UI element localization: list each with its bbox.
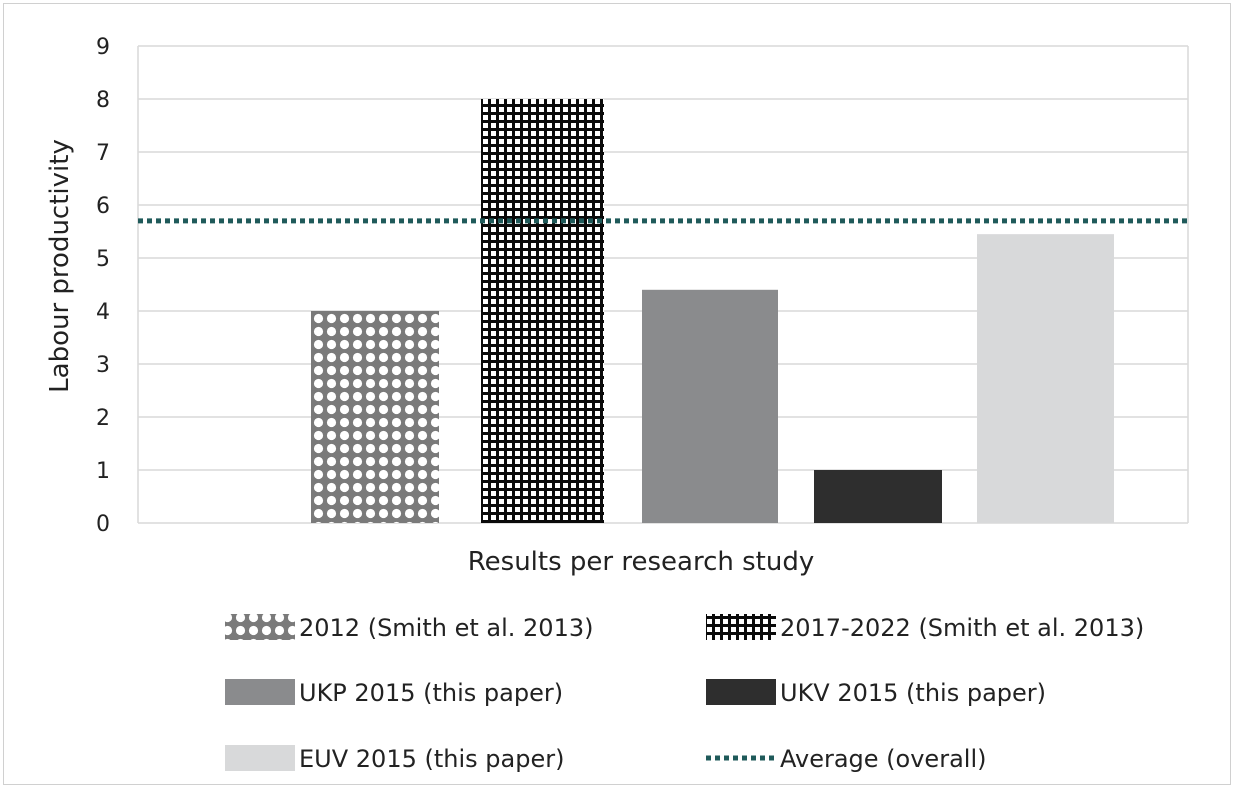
y-tick-label: 6 bbox=[96, 194, 110, 219]
legend-item-3: UKP 2015 (this paper) bbox=[225, 679, 563, 707]
legend-label: EUV 2015 (this paper) bbox=[299, 745, 564, 773]
legend-item-6: Average (overall) bbox=[706, 745, 986, 773]
bar-1: 2012 (Smith et al. 2013) bbox=[311, 311, 439, 523]
y-axis-ticks: 0 1 2 3 4 5 6 7 8 9 bbox=[96, 35, 110, 537]
legend-swatch bbox=[706, 614, 776, 640]
bar-3: UKP 2015 (this paper) bbox=[642, 289, 778, 523]
legend-label: UKV 2015 (this paper) bbox=[780, 679, 1046, 707]
legend-item-1: 2012 (Smith et al. 2013) bbox=[225, 614, 593, 642]
chart-frame bbox=[3, 3, 1231, 785]
legend-label: Average (overall) bbox=[780, 745, 986, 773]
legend-label: UKP 2015 (this paper) bbox=[299, 679, 563, 707]
legend-swatch bbox=[706, 679, 776, 705]
y-tick-label: 8 bbox=[96, 88, 110, 113]
legend-swatch bbox=[225, 679, 295, 705]
y-tick-label: 3 bbox=[96, 353, 110, 378]
legend-label: 2012 (Smith et al. 2013) bbox=[299, 614, 593, 642]
y-tick-label: 9 bbox=[96, 35, 110, 60]
bar-5: EUV 2015 (this paper) bbox=[977, 234, 1114, 523]
y-tick-label: 0 bbox=[96, 512, 110, 537]
y-tick-label: 2 bbox=[96, 406, 110, 431]
bars: 2012 (Smith et al. 2013) 2017-2022 (Smith… bbox=[311, 99, 1114, 523]
y-tick-label: 7 bbox=[96, 141, 110, 166]
y-tick-label: 1 bbox=[96, 459, 110, 484]
legend-item-5: EUV 2015 (this paper) bbox=[225, 745, 564, 773]
y-axis-label: Labour productivity bbox=[45, 139, 75, 393]
y-tick-label: 5 bbox=[96, 247, 110, 272]
bar-4: UKV 2015 (this paper) bbox=[814, 470, 942, 523]
legend: 2012 (Smith et al. 2013) 2017-2022 (Smith… bbox=[225, 614, 1144, 773]
x-axis-label: Results per research study bbox=[468, 547, 814, 577]
legend-swatch bbox=[225, 614, 295, 640]
bar-2: 2017-2022 (Smith et al. 2013) bbox=[481, 99, 604, 523]
y-tick-label: 4 bbox=[96, 300, 110, 325]
legend-item-4: UKV 2015 (this paper) bbox=[706, 679, 1046, 707]
legend-item-2: 2017-2022 (Smith et al. 2013) bbox=[706, 614, 1144, 642]
legend-swatch bbox=[225, 745, 295, 771]
legend-label: 2017-2022 (Smith et al. 2013) bbox=[780, 614, 1144, 642]
